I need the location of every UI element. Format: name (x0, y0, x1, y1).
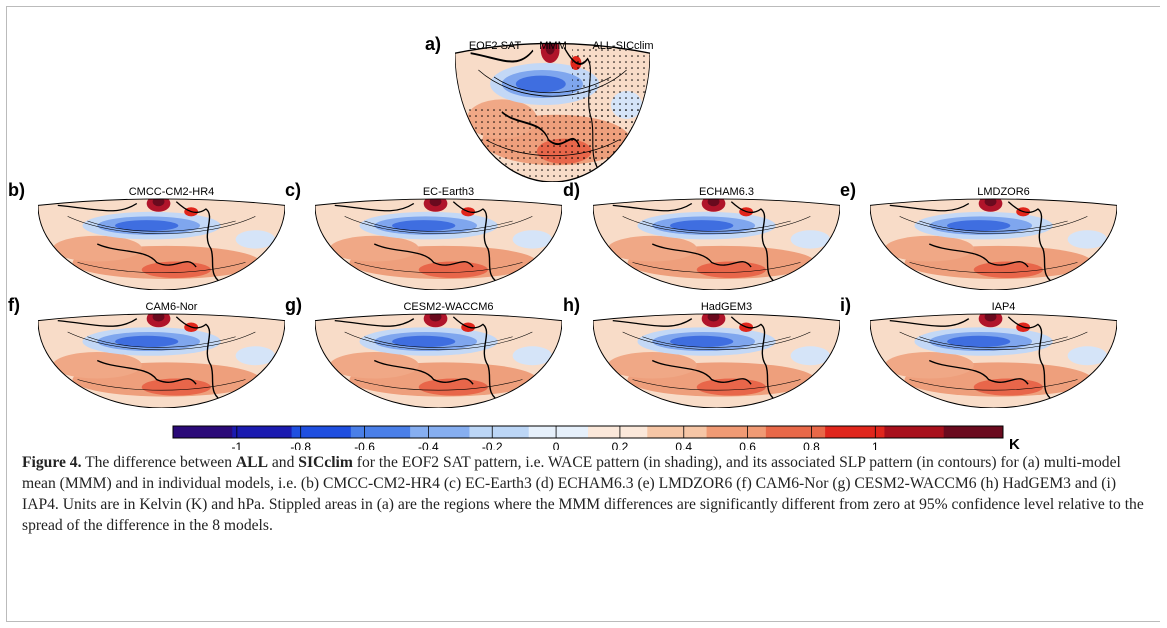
colorbar-frame (172, 425, 1004, 439)
panel-label: c) (285, 180, 301, 200)
colorbar-tick-label: 0.2 (612, 440, 629, 450)
panel-title: HadGEM3 (701, 301, 752, 313)
colorbar-segment (291, 426, 352, 438)
colorbar-tick-label: -0.4 (418, 440, 439, 450)
caption-text: and (267, 454, 299, 471)
panel-title: ALL-SICclim (592, 40, 653, 52)
panel-title: ECHAM6.3 (699, 186, 754, 198)
caption-bold: ALL (235, 454, 268, 471)
colorbar-segment (825, 426, 885, 438)
panel-title: CAM6-Nor (146, 301, 198, 313)
colorbar-tick-label: -0.2 (482, 440, 503, 450)
panel-title: MMM (539, 40, 567, 52)
panel-title: LMDZOR6 (977, 186, 1030, 198)
colorbar-segment (173, 426, 233, 438)
panel-title: CMCC-CM2-HR4 (129, 186, 215, 198)
colorbar-segment (469, 426, 530, 438)
map (38, 304, 285, 418)
caption-text: for the EOF2 SAT pattern, i.e. WACE patt… (22, 454, 1144, 534)
figure-label: Figure 4. (22, 454, 82, 471)
frame (6, 6, 1160, 622)
map (870, 189, 1117, 299)
figure: a) EOF2 SAT MMM ALL-SICclim b) CMCC-CM2-HR4 c)… (8, 34, 1167, 450)
map (593, 189, 840, 299)
colorbar-tick-label: 0.8 (803, 440, 820, 450)
panel-label: h) (563, 295, 580, 315)
panel-title: EOF2 SAT (469, 40, 522, 52)
panel-label: f) (8, 295, 20, 315)
colorbar-segment (765, 426, 826, 438)
panel-title: IAP4 (992, 301, 1016, 313)
colorbar-segment (350, 426, 411, 438)
map (593, 304, 840, 418)
panel-label: b) (8, 180, 25, 200)
map (315, 304, 562, 418)
colorbar-unit: K (1009, 436, 1020, 450)
colorbar-segment (232, 426, 293, 438)
colorbar-segment (588, 426, 648, 438)
panel-label: e) (840, 180, 856, 200)
panel-title: CESM2-WACCM6 (403, 301, 493, 313)
panel-label: d) (563, 180, 580, 200)
map (315, 189, 562, 299)
colorbar-tick-label: 0 (553, 440, 560, 450)
colorbar-segment (706, 426, 767, 438)
colorbar-tick-label: -0.6 (354, 440, 375, 450)
colorbar-tick-label: -0.8 (290, 440, 311, 450)
colorbar-tick-label: 0.4 (675, 440, 692, 450)
panel-label: a) (425, 34, 441, 54)
map (38, 189, 285, 299)
colorbar-tick-label: 0.6 (739, 440, 756, 450)
colorbar-tick-label: -1 (232, 440, 243, 450)
map (870, 304, 1117, 418)
panel-label: g) (285, 295, 302, 315)
caption: Figure 4. The difference between ALL and… (22, 452, 1144, 536)
colorbar-segment (410, 426, 470, 438)
colorbar-segment (943, 426, 1004, 438)
colorbar-segment (884, 426, 945, 438)
colorbar-segment (528, 426, 589, 438)
panel-label: i) (840, 295, 851, 315)
colorbar-tick-label: 1 (872, 440, 879, 450)
panel-title: EC-Earth3 (423, 186, 474, 198)
caption-bold: SICclim (298, 454, 353, 471)
caption-text: The difference between (81, 454, 236, 471)
colorbar-segment (647, 426, 708, 438)
